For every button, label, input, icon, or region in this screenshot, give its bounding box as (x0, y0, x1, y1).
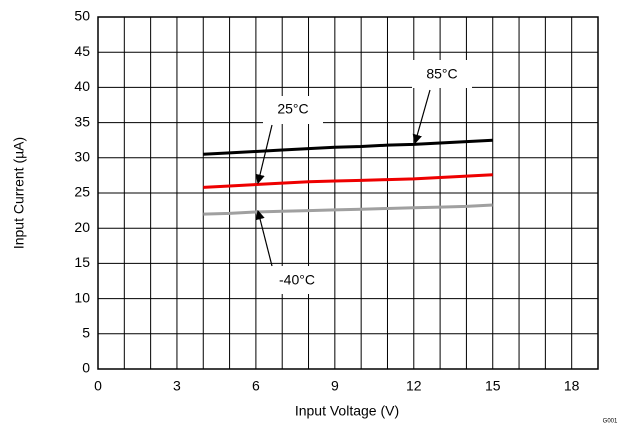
label-box (263, 266, 331, 294)
x-tick-label: 6 (252, 378, 260, 394)
x-tick-label: 3 (173, 378, 181, 394)
label-box (412, 60, 472, 88)
series-label: 25°C (277, 101, 308, 117)
y-axis-label: Input Current (µA) (11, 137, 27, 249)
series-line (203, 203, 493, 216)
series-label: 85°C (426, 66, 457, 82)
y-tick-label: 0 (82, 360, 90, 376)
y-tick-label: 5 (82, 325, 90, 341)
y-tick-label: 35 (74, 113, 90, 129)
x-tick-label: 15 (485, 378, 501, 394)
x-tick-label: 0 (94, 378, 102, 394)
y-tick-label: 45 (74, 43, 90, 59)
x-tick-label: 9 (331, 378, 339, 394)
y-tick-label: 15 (74, 254, 90, 270)
y-tick-label: 50 (74, 8, 90, 24)
label-box (263, 96, 323, 124)
y-tick-label: 25 (74, 184, 90, 200)
figure-code: G001 (603, 419, 618, 425)
series-label: -40°C (279, 272, 315, 288)
y-tick-label: 40 (74, 78, 90, 94)
y-tick-label: 20 (74, 219, 90, 235)
leader-arrow (255, 209, 273, 267)
series-line (203, 173, 493, 189)
leader-arrow (255, 124, 273, 185)
x-tick-label: 18 (564, 378, 580, 394)
leader-arrow (412, 89, 431, 145)
series-line (203, 138, 493, 156)
plot-frame (97, 16, 599, 370)
y-tick-label: 10 (74, 289, 90, 305)
x-tick-label: 12 (406, 378, 422, 394)
x-axis-label: Input Voltage (V) (295, 403, 399, 419)
y-tick-label: 30 (74, 149, 90, 165)
